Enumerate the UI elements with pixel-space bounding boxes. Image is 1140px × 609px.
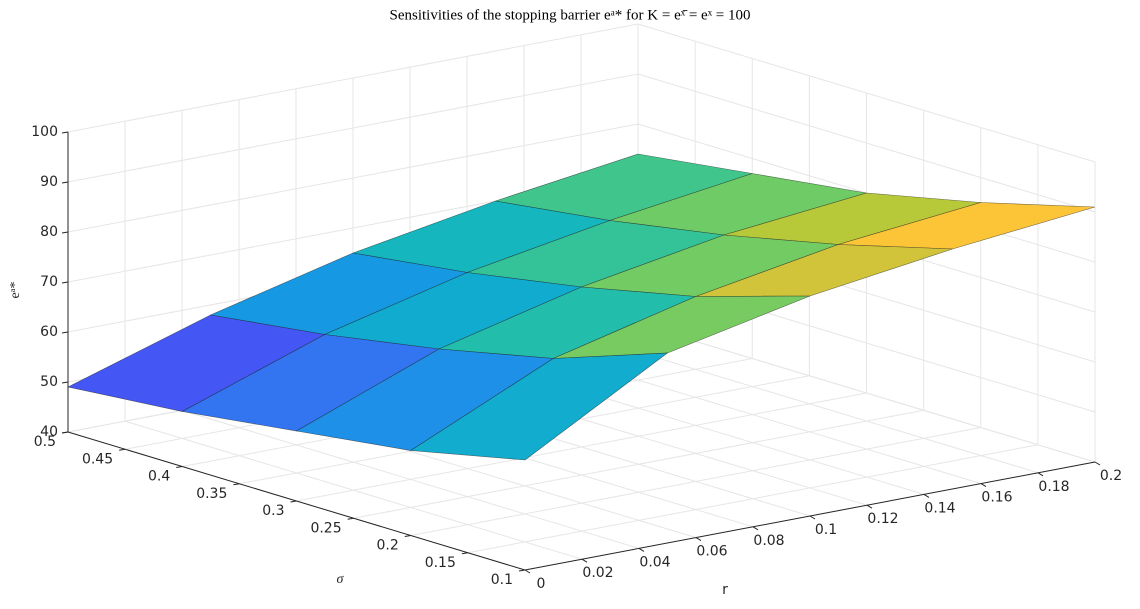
- x-tick: [923, 493, 930, 498]
- z-tick-label: 40: [40, 424, 58, 440]
- x-tick-label: 0.08: [753, 533, 784, 549]
- y-tick: [233, 483, 240, 486]
- x-tick-label: 0.16: [981, 490, 1012, 506]
- x-tick-label: 0: [537, 576, 546, 592]
- z-tick-label: 90: [40, 174, 58, 190]
- grid-line: [67, 123, 639, 233]
- x-tick: [1037, 472, 1044, 477]
- y-axis-label: σ: [337, 572, 345, 587]
- x-tick: [695, 537, 702, 542]
- z-axis-label: eᵃ*: [8, 281, 23, 298]
- z-tick-label: 50: [40, 374, 58, 390]
- grid-line: [637, 23, 1096, 163]
- x-tick-label: 0.06: [696, 544, 727, 560]
- y-tick-label: 0.45: [82, 451, 113, 467]
- x-tick: [638, 547, 645, 552]
- y-tick: [518, 569, 526, 572]
- x-tick-label: 0.1: [815, 522, 837, 538]
- x-tick-label: 0.02: [582, 565, 613, 581]
- y-tick-label: 0.15: [425, 555, 456, 571]
- grid-line: [67, 23, 639, 133]
- x-tick: [866, 504, 873, 509]
- y-tick-label: 0.1: [491, 572, 513, 588]
- z-tick: [61, 131, 69, 134]
- x-tick: [524, 569, 531, 574]
- x-tick: [752, 526, 759, 531]
- z-tick-label: 100: [31, 124, 58, 140]
- y-tick-label: 0.35: [196, 486, 227, 502]
- x-tick: [581, 558, 588, 563]
- z-tick: [61, 331, 69, 334]
- y-tick: [461, 552, 468, 555]
- y-tick: [290, 500, 297, 503]
- y-tick-label: 0.2: [376, 538, 398, 554]
- y-tick: [119, 448, 126, 451]
- y-tick-label: 0.4: [148, 469, 170, 485]
- surface-patch: [409, 352, 669, 461]
- z-tick: [61, 281, 69, 284]
- z-tick: [61, 231, 69, 234]
- x-tick-label: 0.18: [1038, 479, 1069, 495]
- z-tick: [61, 431, 69, 434]
- grid-line: [637, 323, 1096, 463]
- x-tick-label: 0.14: [924, 500, 955, 516]
- x-tick-label: 0.12: [867, 511, 898, 527]
- grid-line: [637, 73, 1096, 213]
- x-tick-label: 0.04: [639, 554, 670, 570]
- x-tick: [809, 515, 816, 520]
- z-tick: [61, 381, 69, 384]
- x-tick: [1094, 461, 1101, 466]
- x-axis-label: r: [722, 582, 728, 598]
- z-tick-label: 80: [40, 224, 58, 240]
- z-tick-label: 60: [40, 324, 58, 340]
- x-tick-label: 0.2: [1100, 468, 1122, 484]
- y-tick: [347, 517, 354, 520]
- y-tick: [176, 466, 183, 468]
- grid-line: [467, 444, 1038, 554]
- z-tick: [61, 181, 69, 184]
- y-tick-label: 0.5: [34, 434, 56, 450]
- y-tick: [404, 535, 411, 537]
- y-tick-label: 0.25: [310, 520, 341, 536]
- z-tick-label: 70: [40, 274, 58, 290]
- y-tick-label: 0.3: [262, 503, 284, 519]
- grid-line: [67, 73, 639, 183]
- chart-title: Sensitivities of the stopping barrier eᵃ…: [390, 7, 751, 23]
- x-tick: [980, 483, 987, 488]
- grid-line: [353, 409, 924, 519]
- grid-line: [410, 427, 981, 536]
- grid-line: [296, 392, 867, 502]
